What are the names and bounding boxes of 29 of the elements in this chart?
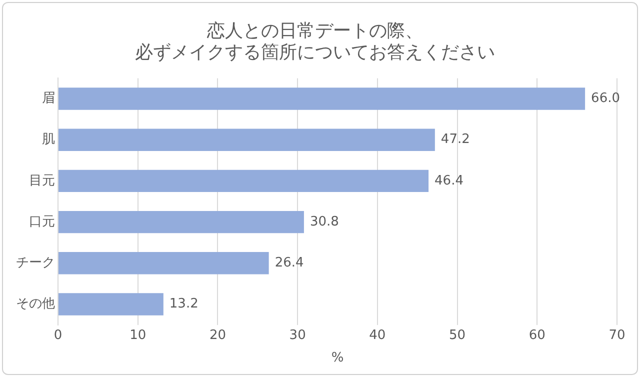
bar <box>58 252 269 274</box>
x-tick-label: 30 <box>289 328 306 343</box>
y-tick-label: その他 <box>16 296 55 312</box>
bar <box>58 128 435 151</box>
y-tick-label: 肌 <box>42 132 55 148</box>
x-tick-label: 70 <box>608 328 626 343</box>
data-label: 46.4 <box>434 173 464 188</box>
bar <box>58 88 586 110</box>
x-tick-label: 50 <box>449 328 466 343</box>
y-tick-label: チーク <box>16 256 55 271</box>
bar <box>58 293 164 316</box>
bar <box>58 170 429 192</box>
y-tick-label: 眉 <box>42 91 55 106</box>
bar <box>58 210 304 234</box>
x-tick-label: 20 <box>209 328 226 343</box>
x-axis-title: % <box>331 350 344 366</box>
text: 必ずメイクする箇所についてお答えください <box>135 42 495 64</box>
data-label: 13.2 <box>169 296 198 312</box>
x-tick-label: 40 <box>369 328 386 343</box>
data-label: 47.2 <box>440 132 470 148</box>
x-tick-label: 0 <box>54 328 62 343</box>
text: 恋人との日常デートの際、 <box>207 20 423 42</box>
x-tick-label: 10 <box>130 328 146 343</box>
data-label: 30.8 <box>310 214 339 230</box>
y-tick-label: 口元 <box>29 214 55 230</box>
data-label: 26.4 <box>274 256 304 271</box>
data-label: 66.0 <box>591 91 620 106</box>
y-tick-label: 目元 <box>29 173 55 188</box>
x-tick-label: 60 <box>528 328 546 343</box>
